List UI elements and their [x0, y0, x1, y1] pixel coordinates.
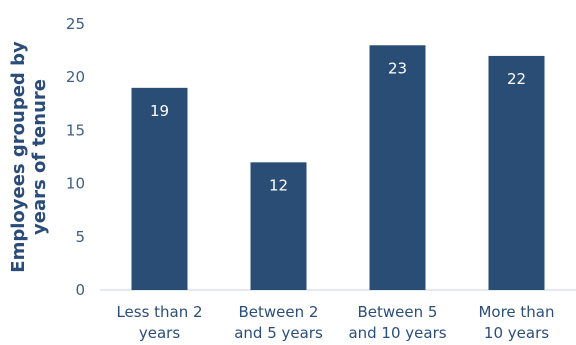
y-axis-label-line: Employees grouped by	[8, 41, 29, 273]
x-category-label: Less than 2 years	[116, 303, 202, 342]
bar-value-label: 12	[269, 176, 288, 194]
data-labels: 19 12 23 22	[150, 59, 526, 194]
y-tick-label: 15	[66, 121, 85, 139]
y-tick-label: 10	[66, 175, 85, 193]
y-axis-ticks: 0 5 10 15 20 25	[66, 15, 85, 299]
x-category-label-line: Less than 2	[116, 303, 202, 321]
y-axis-label: Employees grouped byyears of tenure	[8, 41, 50, 273]
x-category-label-line: Between 5	[358, 303, 438, 321]
x-category-label: More than 10 years	[478, 303, 554, 342]
y-tick-label: 25	[66, 15, 85, 33]
x-category-label-line: More than	[478, 303, 554, 321]
bar-value-label: 19	[150, 102, 169, 120]
x-category-label-line: and 5 years	[234, 324, 323, 342]
x-category-label-line: Between 2	[239, 303, 319, 321]
y-axis-label-line: years of tenure	[29, 79, 50, 235]
bar	[250, 162, 307, 290]
y-tick-label: 5	[75, 228, 85, 246]
bar-value-label: 22	[507, 70, 526, 88]
y-axis-title: Employees grouped byyears of tenure	[8, 41, 50, 273]
x-category-label-line: years	[139, 324, 180, 342]
x-category-label: Between 5 and 10 years	[348, 303, 446, 342]
x-category-label: Between 2 and 5 years	[234, 303, 323, 342]
bar	[488, 55, 545, 290]
y-tick-label: 20	[66, 68, 85, 86]
x-category-label-line: 10 years	[484, 324, 549, 342]
bar	[369, 45, 426, 290]
y-tick-label: 0	[75, 281, 85, 299]
bar-value-label: 23	[388, 59, 407, 77]
bars	[131, 45, 545, 290]
bar	[131, 87, 188, 290]
x-category-label-line: and 10 years	[348, 324, 446, 342]
